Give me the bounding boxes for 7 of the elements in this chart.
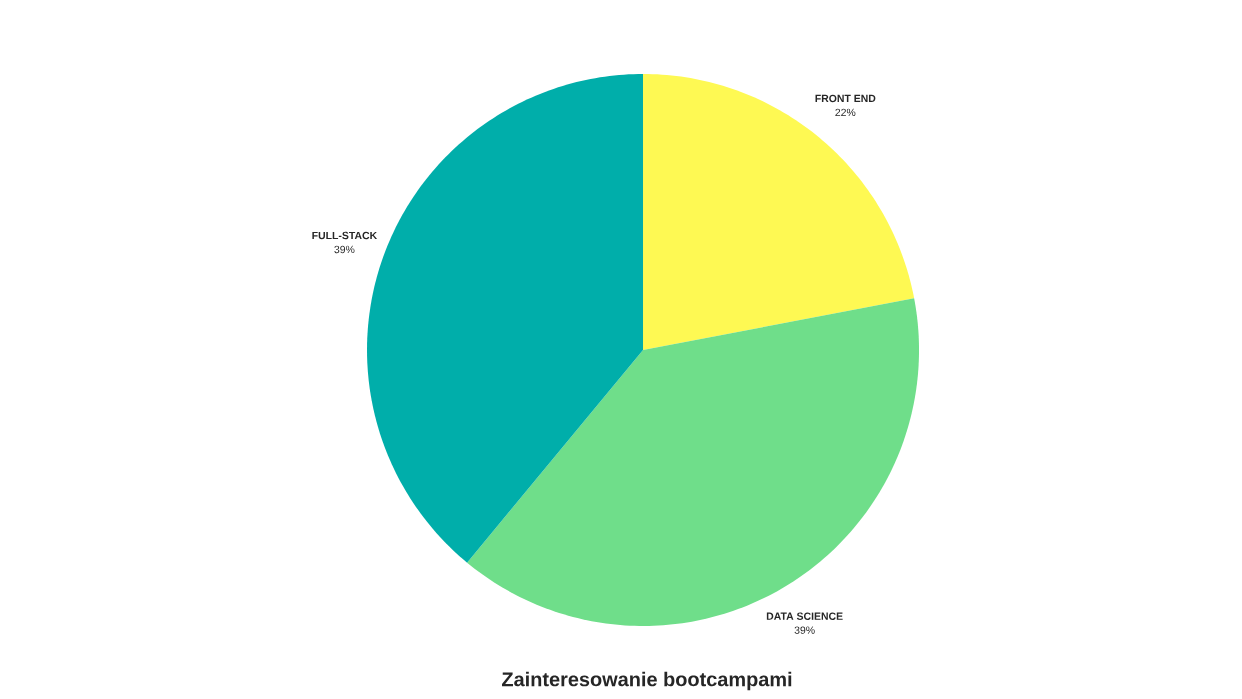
- slice-label: FULL-STACK: [312, 231, 378, 240]
- slice-label: FRONT END: [815, 94, 876, 103]
- text: Zainteresowanie bootcampami: [502, 671, 792, 691]
- slice-label: DATA SCIENCE: [766, 612, 843, 620]
- data-label: 22%: [835, 108, 856, 117]
- data-label: 39%: [794, 626, 815, 634]
- data-label: 39%: [334, 245, 355, 254]
